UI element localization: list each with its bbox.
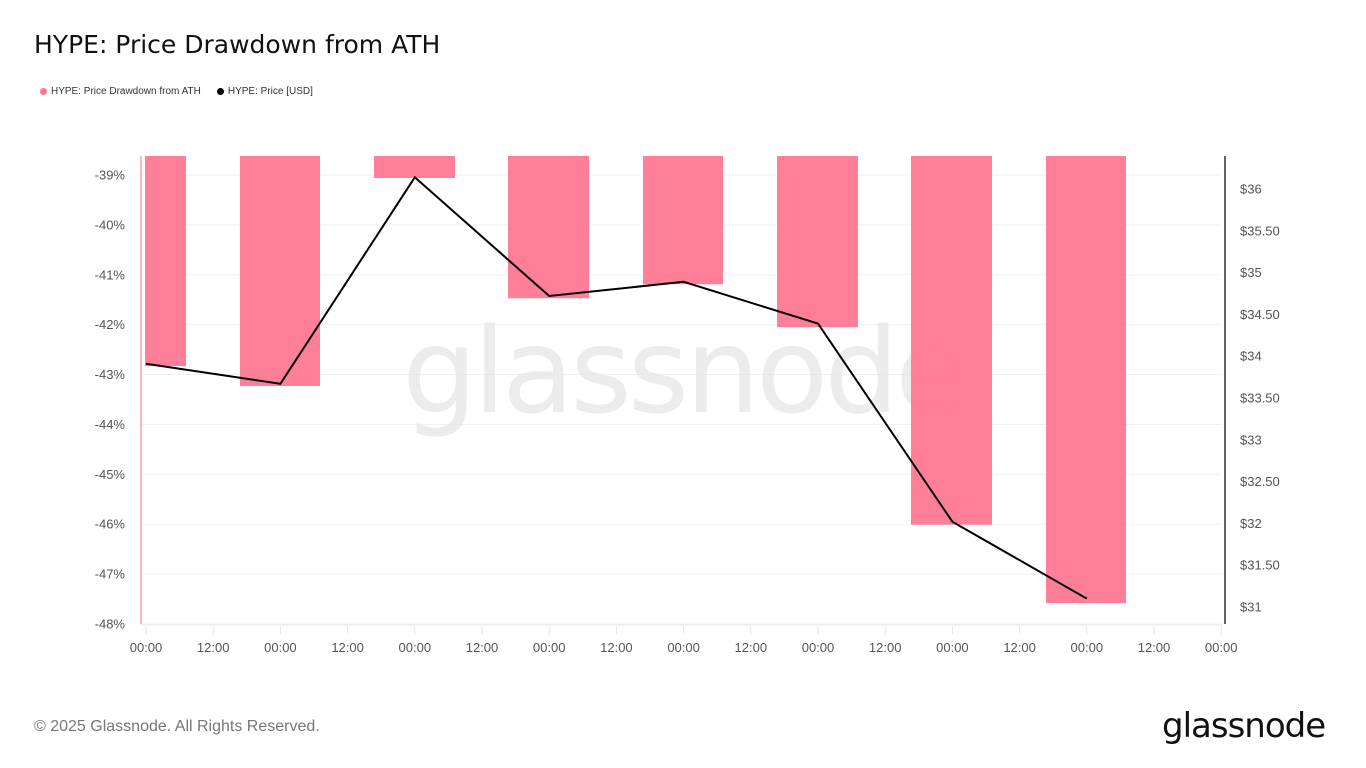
x-tick-label: 00:00 xyxy=(399,640,432,655)
right-tick-label: $31.50 xyxy=(1240,558,1280,573)
right-tick-label: $32 xyxy=(1240,516,1262,531)
x-tick-label: 00:00 xyxy=(130,640,163,655)
right-tick-label: $35.50 xyxy=(1240,223,1280,238)
drawdown-bar[interactable] xyxy=(145,156,186,367)
drawdown-bar[interactable] xyxy=(1046,156,1126,604)
x-tick-label: 12:00 xyxy=(869,640,902,655)
x-tick-label: 12:00 xyxy=(600,640,633,655)
left-tick-label: -46% xyxy=(95,517,126,532)
right-tick-label: $33.50 xyxy=(1240,391,1280,406)
price-line xyxy=(145,175,1088,600)
right-tick-label: $36 xyxy=(1240,182,1262,197)
legend-item-price[interactable]: HYPE: Price [USD] xyxy=(216,86,313,97)
left-tick-label: -47% xyxy=(95,567,126,582)
x-tick-label: 00:00 xyxy=(1205,640,1238,655)
legend-label: HYPE: Price [USD] xyxy=(227,86,313,97)
legend-dot-pink-icon xyxy=(40,88,47,95)
right-tick-label: $32.50 xyxy=(1240,474,1280,489)
right-tick-label: $33 xyxy=(1240,432,1262,447)
left-tick-label: -41% xyxy=(95,267,126,282)
gridlines xyxy=(141,174,1222,625)
drawdown-bar[interactable] xyxy=(508,156,589,299)
left-tick-label: -48% xyxy=(95,617,126,632)
left-tick-label: -44% xyxy=(95,417,126,432)
legend-item-drawdown[interactable]: HYPE: Price Drawdown from ATH xyxy=(40,86,201,97)
glassnode-logo: glassnode xyxy=(1162,706,1326,746)
x-tick-label: 12:00 xyxy=(466,640,499,655)
x-tick-label: 00:00 xyxy=(802,640,835,655)
left-tick-label: -40% xyxy=(95,217,126,232)
drawdown-bar[interactable] xyxy=(374,156,455,178)
x-tick-label: 00:00 xyxy=(264,640,297,655)
drawdown-bar[interactable] xyxy=(777,156,858,328)
drawdown-bar[interactable] xyxy=(240,156,320,387)
left-axis-ticks: -39% -40% -41% -42% -43% -44% -45% -46% -47% -48% xyxy=(95,168,126,632)
left-tick-label: -42% xyxy=(95,317,126,332)
drawdown-bar[interactable] xyxy=(911,156,992,525)
legend: HYPE: Price Drawdown from ATH HYPE: Pric… xyxy=(40,86,313,97)
drawdown-bars xyxy=(145,156,1126,604)
x-tick-label: 12:00 xyxy=(197,640,230,655)
right-tick-label: $31 xyxy=(1240,600,1262,615)
x-tick-label: 00:00 xyxy=(1071,640,1104,655)
x-tick-label: 12:00 xyxy=(1138,640,1171,655)
x-tick-label: 12:00 xyxy=(331,640,364,655)
right-tick-label: $34.50 xyxy=(1240,307,1280,322)
x-axis-ticks: 00:00 12:00 00:00 12:00 00:00 12:00 00:00 12:00… xyxy=(130,624,1238,655)
legend-dot-black-icon xyxy=(216,88,224,95)
right-tick-label: $34 xyxy=(1240,349,1262,364)
copyright-text: © 2025 Glassnode. All Rights Reserved. xyxy=(34,718,320,735)
left-tick-label: -39% xyxy=(95,168,126,183)
drawdown-bar[interactable] xyxy=(643,156,723,285)
x-tick-label: 12:00 xyxy=(1003,640,1036,655)
x-tick-label: 12:00 xyxy=(735,640,768,655)
left-tick-label: -45% xyxy=(95,467,126,482)
chart-title: HYPE: Price Drawdown from ATH xyxy=(34,30,441,59)
x-tick-label: 00:00 xyxy=(667,640,700,655)
left-tick-label: -43% xyxy=(95,367,126,382)
x-tick-label: 00:00 xyxy=(936,640,969,655)
chart-area: glassnode -39% -40% -41% -42% -43% -44% -45% -4… xyxy=(95,156,1280,655)
watermark-logo: glassnode xyxy=(402,302,963,440)
right-axis-ticks: $36 $35.50 $35 $34.50 $34 $33.50 $33 $32.50 $32 $… xyxy=(1240,182,1280,615)
right-tick-label: $35 xyxy=(1240,265,1262,280)
legend-label: HYPE: Price Drawdown from ATH xyxy=(51,86,201,97)
x-tick-label: 00:00 xyxy=(533,640,566,655)
